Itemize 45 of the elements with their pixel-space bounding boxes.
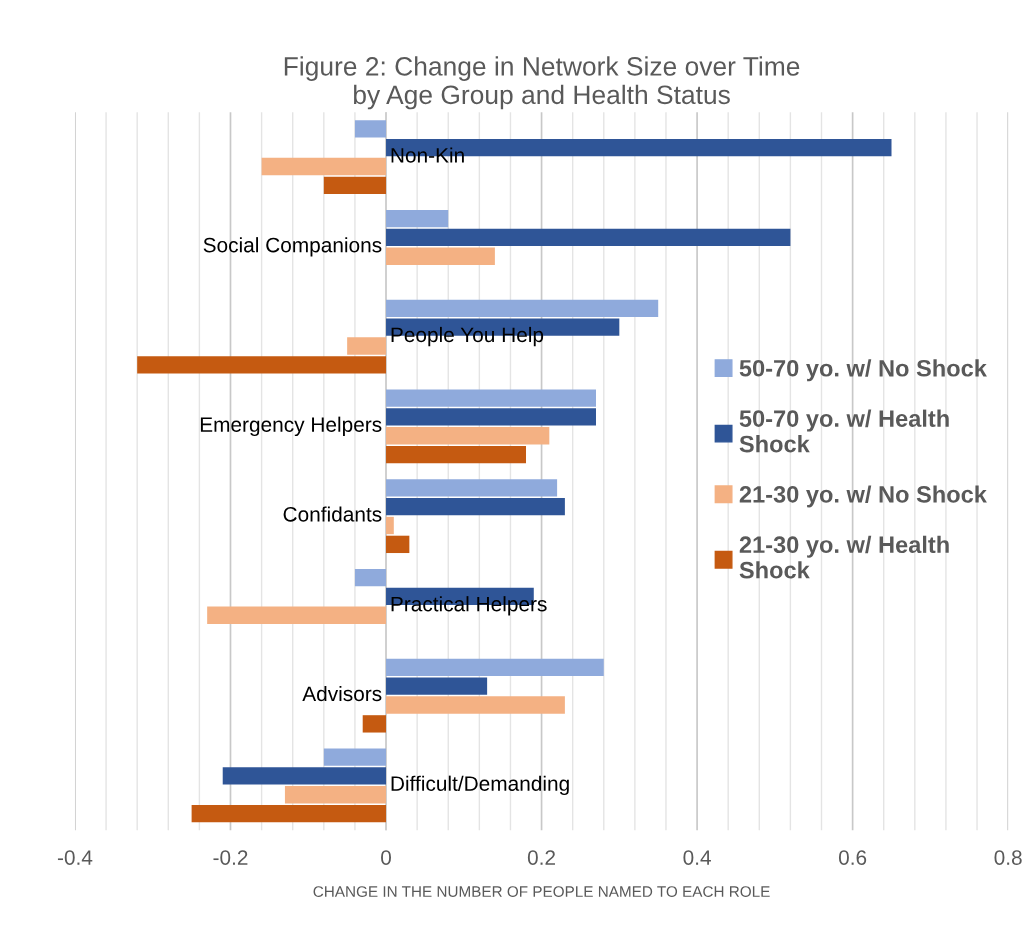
y-tick-label: Social Companions	[203, 237, 382, 257]
legend-label: 21-30 yo. w/ Health Shock	[739, 535, 949, 579]
bar	[323, 748, 387, 766]
bar	[386, 479, 558, 497]
bar	[386, 427, 550, 445]
y-tick-label: Advisors	[302, 685, 382, 702]
bar	[386, 299, 659, 317]
bar	[386, 445, 526, 464]
bar	[222, 767, 387, 785]
bar	[386, 677, 488, 695]
x-tick-label: -0.4	[57, 850, 93, 865]
legend-label: 50-70 yo. w/ No Shock	[739, 359, 987, 382]
bar	[362, 715, 387, 733]
legend-label: 50-70 yo. w/ Health Shock	[739, 409, 949, 453]
bar	[354, 120, 387, 138]
x-tick-label: 0.2	[527, 850, 555, 865]
y-tick-label: Emergency Helpers	[200, 416, 382, 437]
bar	[261, 157, 387, 176]
bar	[386, 696, 565, 714]
bar	[386, 535, 410, 554]
chart-title: Figure 2: Change in Network Size over Time by Age Group and Health Status	[284, 56, 800, 110]
y-tick-label: Confidants	[283, 506, 382, 522]
x-tick-label: 0	[381, 850, 392, 865]
x-axis-title: CHANGE IN THE NUMBER OF PEOPLE NAMED TO EACH ROLE	[313, 886, 770, 897]
bar	[137, 356, 387, 374]
bar	[347, 337, 387, 355]
bar	[207, 606, 387, 624]
bar	[386, 247, 495, 265]
bar	[386, 228, 791, 247]
bar	[386, 498, 565, 516]
x-tick-label: 0.8	[994, 850, 1022, 865]
bar	[386, 658, 604, 676]
bar	[386, 408, 596, 426]
bar	[284, 786, 387, 804]
bar	[386, 389, 596, 407]
bar	[386, 209, 449, 228]
x-tick-label: 0.6	[838, 850, 867, 865]
y-tick-label: Difficult/Demanding	[391, 775, 569, 796]
x-tick-label: 0.4	[683, 850, 711, 865]
bar	[191, 804, 387, 823]
bar	[386, 516, 394, 535]
bar	[354, 568, 387, 587]
x-tick-label: -0.2	[213, 850, 248, 865]
bar	[323, 176, 387, 195]
legend-label: 21-30 yo. w/ No Shock	[739, 485, 987, 508]
